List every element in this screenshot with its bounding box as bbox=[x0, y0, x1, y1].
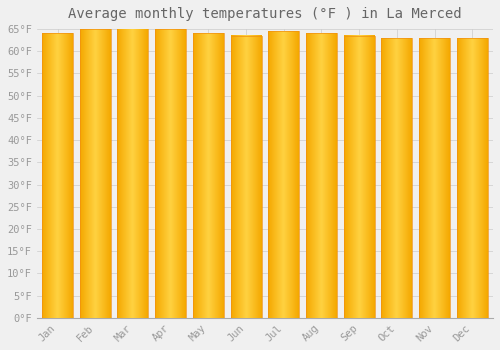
Bar bbox=[193, 34, 224, 318]
Bar bbox=[42, 34, 73, 318]
Bar bbox=[457, 38, 488, 318]
Bar bbox=[230, 36, 262, 318]
Bar bbox=[118, 27, 148, 318]
Bar bbox=[268, 31, 299, 318]
Bar bbox=[80, 29, 110, 318]
Bar bbox=[382, 38, 412, 318]
Bar bbox=[155, 29, 186, 318]
Bar bbox=[306, 34, 337, 318]
Bar bbox=[419, 38, 450, 318]
Title: Average monthly temperatures (°F ) in La Merced: Average monthly temperatures (°F ) in La… bbox=[68, 7, 462, 21]
Bar bbox=[344, 36, 374, 318]
